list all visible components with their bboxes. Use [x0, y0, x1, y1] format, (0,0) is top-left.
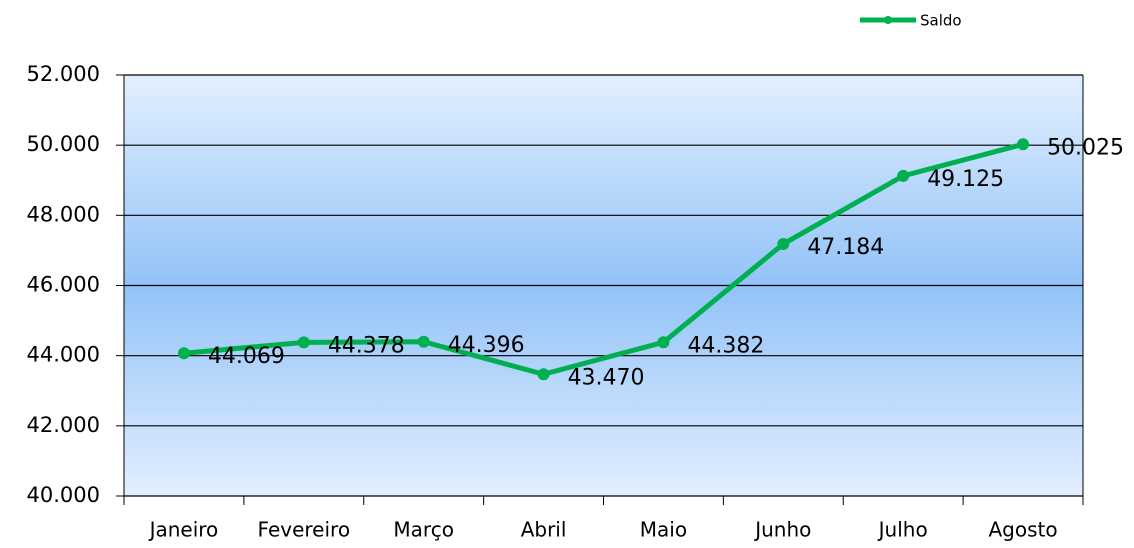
y-tick-label: 48.000 — [27, 202, 100, 226]
data-point — [897, 169, 910, 182]
y-tick-label: 40.000 — [27, 483, 100, 507]
x-tick-label: Maio — [640, 518, 687, 542]
data-label: 47.184 — [807, 235, 884, 260]
data-label: 50.025 — [1047, 135, 1124, 160]
y-tick-label: 42.000 — [27, 413, 100, 437]
data-point — [417, 335, 430, 348]
y-tick-label: 46.000 — [27, 273, 100, 297]
x-tick-label: Abril — [521, 518, 567, 542]
data-label: 44.069 — [208, 344, 285, 369]
data-point — [657, 336, 670, 349]
data-label: 49.125 — [927, 167, 1004, 192]
data-point — [537, 368, 550, 381]
x-tick-label: Junho — [753, 518, 811, 542]
data-point — [777, 237, 790, 250]
data-point — [177, 347, 190, 360]
legend-label: Saldo — [920, 12, 962, 30]
x-tick-label: Agosto — [989, 518, 1058, 542]
y-tick-label: 50.000 — [27, 132, 100, 156]
data-label: 44.382 — [687, 333, 764, 358]
x-tick-label: Janeiro — [148, 518, 219, 542]
x-tick-label: Julho — [877, 518, 928, 542]
data-label: 43.470 — [568, 365, 645, 390]
y-tick-label: 52.000 — [27, 62, 100, 86]
data-point — [1017, 138, 1030, 151]
legend-marker — [884, 16, 892, 24]
data-label: 44.378 — [328, 333, 405, 358]
x-tick-label: Março — [393, 518, 454, 542]
data-label: 44.396 — [448, 333, 525, 358]
data-point — [297, 336, 310, 349]
data-line — [183, 141, 1024, 377]
y-tick-label: 44.000 — [27, 343, 100, 367]
x-tick-label: Fevereiro — [258, 518, 351, 542]
